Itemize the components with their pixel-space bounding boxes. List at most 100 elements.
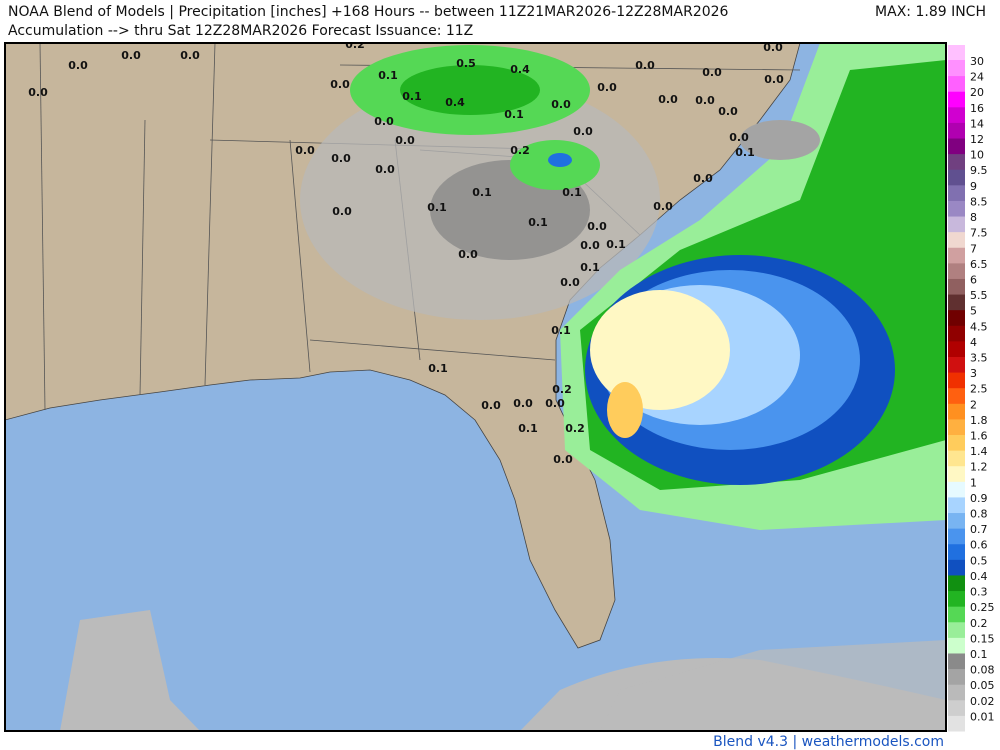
state-borders [39, 43, 801, 411]
legend-label: 0.8 [970, 508, 988, 521]
legend-swatch [948, 153, 965, 170]
station-value: 0.0 [729, 131, 749, 144]
legend-swatch [948, 668, 965, 685]
station-value: 0.0 [764, 73, 784, 86]
station-value: 0.1 [504, 108, 524, 121]
station-value: 0.0 [375, 163, 395, 176]
legend-swatch [948, 372, 965, 389]
station-value: 0.4 [445, 96, 465, 109]
station-value: 0.0 [653, 200, 673, 213]
legend-swatch [948, 356, 965, 373]
station-value: 0.4 [510, 63, 530, 76]
legend-label: 1.6 [970, 430, 988, 443]
legend-swatch [948, 434, 965, 451]
legend-label: 4.5 [970, 320, 988, 333]
legend-swatch [948, 106, 965, 123]
subtitle: Accumulation --> thru Sat 12Z28MAR2026 F… [8, 23, 473, 39]
legend-swatch [948, 294, 965, 311]
legend-label: 0.7 [970, 523, 988, 536]
station-value: 0.1 [562, 186, 582, 199]
legend-swatch [948, 184, 965, 201]
legend-swatch [948, 528, 965, 545]
legend-swatch [948, 512, 965, 529]
legend-swatch [948, 75, 965, 92]
station-value: 0.1 [735, 146, 755, 159]
legend-swatch [948, 231, 965, 248]
legend-label: 0.15 [970, 632, 995, 645]
legend-swatch [948, 403, 965, 420]
legend-label: 4 [970, 336, 977, 349]
station-value: 0.2 [552, 383, 572, 396]
station-value: 0.0 [545, 397, 565, 410]
station-value: 0.1 [518, 422, 538, 435]
legend-label: 0.3 [970, 586, 988, 599]
station-value: 0.0 [693, 172, 713, 185]
legend-label: 0.02 [970, 695, 995, 708]
legend-swatch [948, 559, 965, 576]
legend-label: 16 [970, 102, 984, 115]
station-value: 0.0 [180, 49, 200, 62]
legend-label: 0.4 [970, 570, 988, 583]
station-value: 0.0 [481, 399, 501, 412]
legend-swatch [948, 465, 965, 482]
station-value: 0.1 [402, 90, 422, 103]
legend-label: 8.5 [970, 195, 988, 208]
legend-label: 9.5 [970, 164, 988, 177]
station-value: 0.0 [597, 81, 617, 94]
legend-swatch [948, 387, 965, 404]
legend-swatch [948, 418, 965, 436]
station-value: 0.1 [551, 324, 571, 337]
legend-swatch [948, 216, 965, 233]
max-value: MAX: 1.89 INCH [875, 4, 986, 20]
legend-swatch [948, 637, 965, 654]
legend-label: 1.2 [970, 461, 988, 474]
credit: Blend v4.3 | weathermodels.com [713, 734, 944, 750]
title: NOAA Blend of Models | Precipitation [in… [8, 4, 729, 20]
station-value: 0.0 [763, 41, 783, 54]
station-value: 0.0 [374, 115, 394, 128]
legend-swatch [948, 138, 965, 155]
station-value: 0.0 [551, 98, 571, 111]
legend-label: 20 [970, 86, 984, 99]
legend-swatch [948, 122, 965, 139]
station-value: 0.5 [456, 57, 476, 70]
legend-label: 2 [970, 398, 977, 411]
station-value: 0.1 [606, 238, 626, 251]
station-value: 0.0 [330, 78, 350, 91]
station-value: 0.0 [560, 276, 580, 289]
legend-swatch [948, 262, 965, 279]
legend-label: 2.5 [970, 383, 988, 396]
legend-swatch [948, 340, 965, 357]
station-value: 0.1 [580, 261, 600, 274]
legend-label: 12 [970, 133, 984, 146]
legend-swatch [948, 684, 965, 701]
legend: 0.01 0.02 0.05 0.08 0.1 0.15 0.2 0.25 0.3 0.4 0.5 0… [948, 45, 995, 732]
station-value: 0.0 [718, 105, 738, 118]
legend-swatch [948, 481, 965, 498]
legend-swatch [948, 309, 965, 326]
station-value: 0.0 [295, 144, 315, 157]
legend-label: 1 [970, 476, 977, 489]
station-value: 0.1 [528, 216, 548, 229]
legend-swatch [948, 169, 965, 186]
legend-label: 9 [970, 180, 977, 193]
legend-label: 24 [970, 71, 984, 84]
legend-swatch [948, 496, 965, 514]
legend-swatch [948, 652, 965, 670]
legend-swatch [948, 606, 965, 623]
precip [300, 43, 946, 731]
legend-swatch [948, 590, 965, 607]
station-value: 0.0 [635, 59, 655, 72]
legend-label: 0.05 [970, 679, 995, 692]
station-value: 0.0 [553, 453, 573, 466]
legend-label: 3 [970, 367, 977, 380]
legend-label: 10 [970, 149, 984, 162]
legend-swatch [948, 91, 965, 108]
legend-label: 6.5 [970, 258, 988, 271]
legend-label: 1.4 [970, 445, 988, 458]
legend-swatch [948, 574, 965, 592]
legend-swatch [948, 325, 965, 342]
legend-swatch [948, 247, 965, 264]
legend-label: 5 [970, 305, 977, 318]
